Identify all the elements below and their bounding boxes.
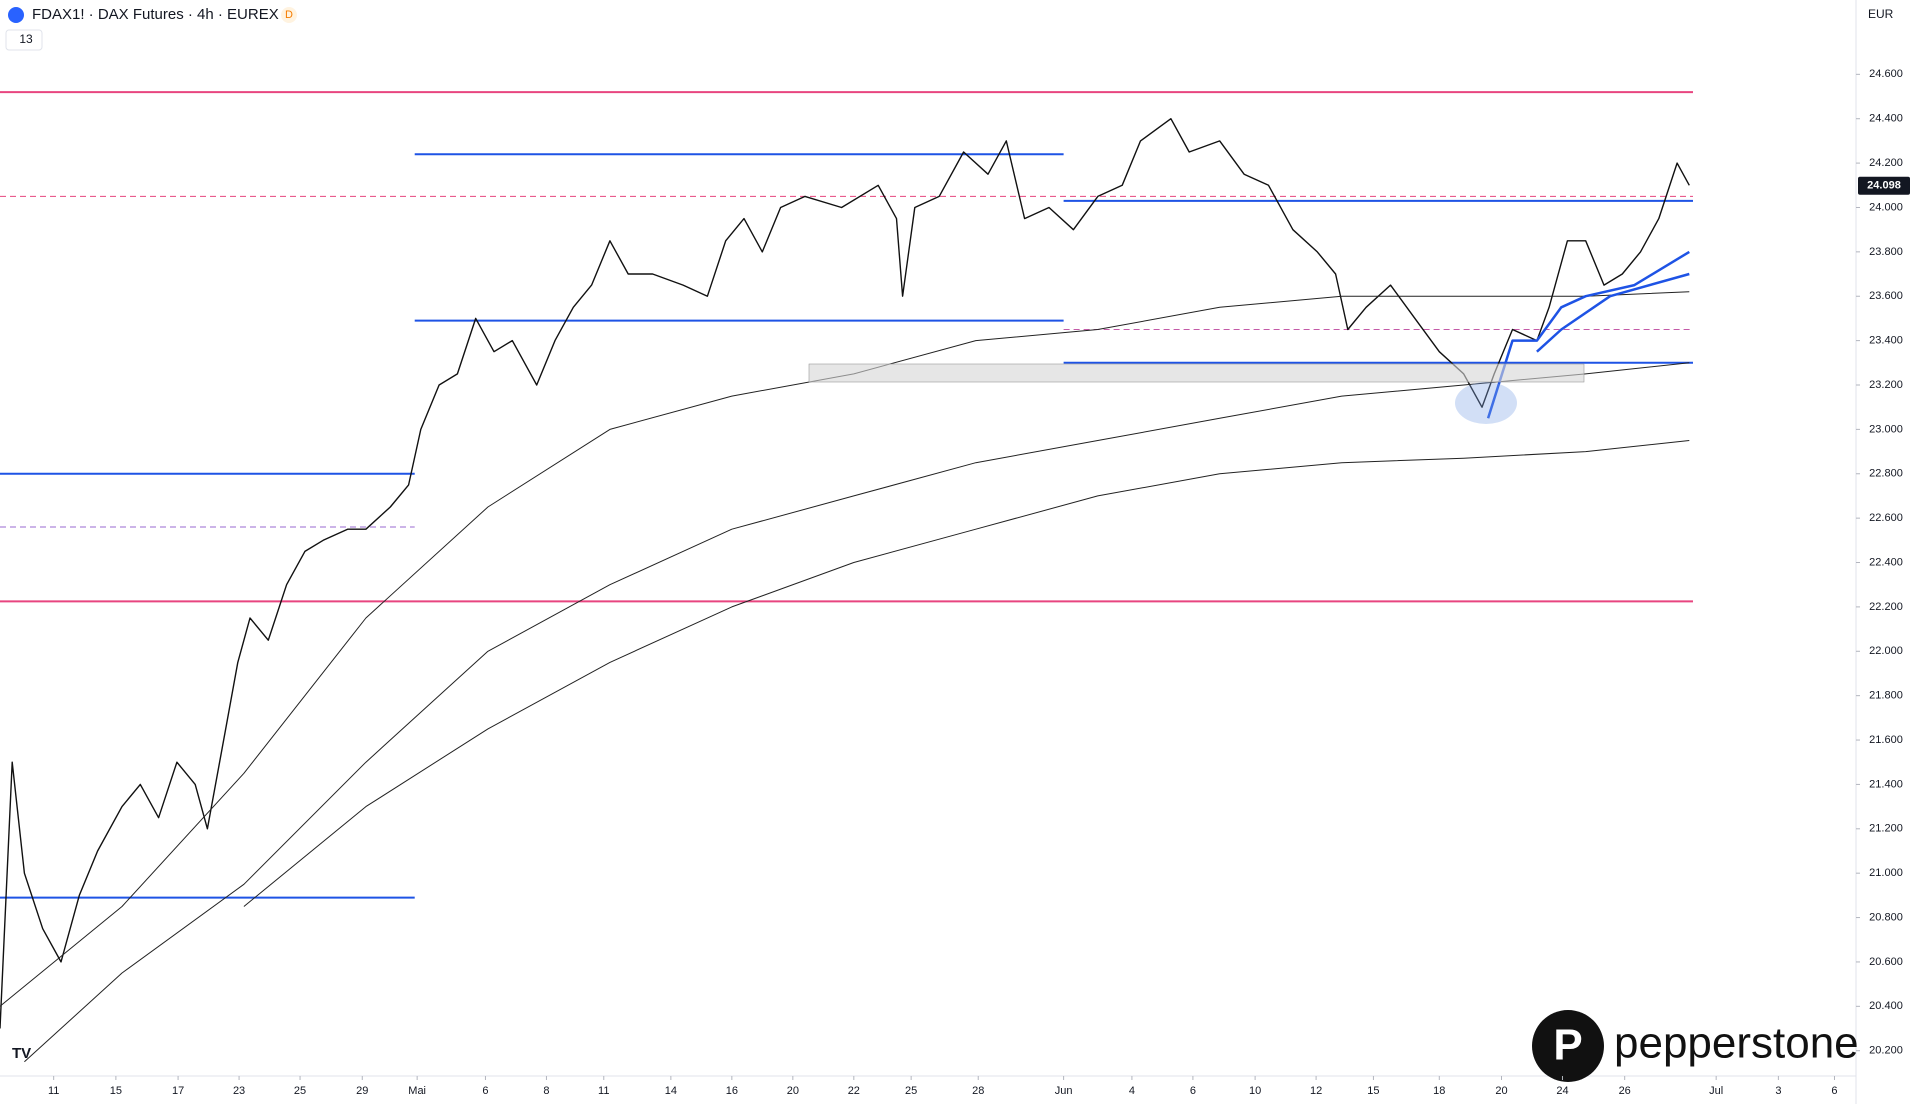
- x-tick-label: 12: [1310, 1085, 1322, 1097]
- y-tick-label: 21.800: [1869, 690, 1903, 702]
- x-tick-label: 6: [1831, 1085, 1837, 1097]
- y-tick-label: 20.600: [1869, 956, 1903, 968]
- x-tick-label: 20: [787, 1085, 799, 1097]
- y-tick-label: 24.200: [1869, 157, 1903, 169]
- y-tick-label: 23.400: [1869, 335, 1903, 347]
- x-tick-label: Jun: [1055, 1085, 1073, 1097]
- y-tick-label: 20.200: [1869, 1045, 1903, 1057]
- x-tick-label: Mai: [408, 1085, 426, 1097]
- y-tick-label: 23.000: [1869, 423, 1903, 435]
- x-tick-label: 15: [1367, 1085, 1379, 1097]
- y-tick-label: 22.200: [1869, 601, 1903, 613]
- x-tick-label: 16: [726, 1085, 738, 1097]
- x-tick-label: 4: [1129, 1085, 1135, 1097]
- badge: D: [285, 9, 293, 21]
- last-price-label: 24.098: [1867, 180, 1901, 192]
- badge-bg: [281, 7, 297, 23]
- x-tick-label: 18: [1433, 1085, 1445, 1097]
- chart-title: FDAX1! · DAX Futures · 4h · EUREX: [32, 6, 279, 23]
- series-line: [1536, 272, 1690, 353]
- x-tick-label: 25: [294, 1085, 306, 1097]
- brand-logo-mark: P: [1553, 1021, 1582, 1070]
- y-tick-label: 20.800: [1869, 911, 1903, 923]
- y-tick-label: 21.000: [1869, 867, 1903, 879]
- series-line: [1486, 250, 1690, 419]
- x-tick-label: 8: [543, 1085, 549, 1097]
- x-tick-label: 29: [356, 1085, 368, 1097]
- x-tick-label: 11: [48, 1085, 59, 1097]
- indicator-toggle[interactable]: [5, 29, 43, 51]
- y-tick-label: 23.800: [1869, 246, 1903, 258]
- y-tick-label: 22.400: [1869, 556, 1903, 568]
- last-price-tag: [1858, 176, 1910, 195]
- brand-logo: [1532, 1010, 1604, 1082]
- x-tick-label: 20: [1495, 1085, 1507, 1097]
- x-tick-label: Jul: [1709, 1085, 1723, 1097]
- x-tick-label: 6: [482, 1085, 488, 1097]
- y-tick-label: 21.400: [1869, 778, 1903, 790]
- symbol-icon: [8, 7, 24, 23]
- x-tick-label: 6: [1190, 1085, 1196, 1097]
- y-tick-label: 21.600: [1869, 734, 1903, 746]
- x-tick-label: 3: [1775, 1085, 1781, 1097]
- x-tick-label: 15: [110, 1085, 122, 1097]
- y-tick-label: 23.200: [1869, 379, 1903, 391]
- tv-logo: TV: [12, 1045, 31, 1062]
- y-tick-label: 24.000: [1869, 201, 1903, 213]
- y-tick-label: 21.200: [1869, 823, 1903, 835]
- y-tick-label: 24.400: [1869, 113, 1903, 125]
- support-zone: [808, 363, 1585, 383]
- highlight-ellipse: [1455, 382, 1517, 424]
- y-tick-label: 24.600: [1869, 68, 1903, 80]
- x-tick-label: 11: [598, 1085, 609, 1097]
- brand-name: pepperstone: [1614, 1019, 1859, 1068]
- x-tick-label: 14: [665, 1085, 677, 1097]
- y-tick-label: 22.000: [1869, 645, 1903, 657]
- series-line: [0, 118, 1690, 1029]
- x-tick-label: 28: [972, 1085, 984, 1097]
- y-tick-label: 22.800: [1869, 468, 1903, 480]
- y-tick-label: 22.600: [1869, 512, 1903, 524]
- y-tick-label: 20.400: [1869, 1000, 1903, 1012]
- x-tick-label: 26: [1619, 1085, 1631, 1097]
- x-tick-label: 24: [1556, 1085, 1568, 1097]
- x-tick-label: 10: [1249, 1085, 1261, 1097]
- indicator-count[interactable]: 13: [19, 32, 33, 46]
- x-tick-label: 17: [172, 1085, 184, 1097]
- x-tick-label: 22: [848, 1085, 860, 1097]
- x-tick-label: 25: [905, 1085, 917, 1097]
- x-tick-label: 23: [233, 1085, 245, 1097]
- currency[interactable]: EUR: [1868, 7, 1894, 21]
- series-line: [243, 440, 1690, 907]
- series-line: [24, 362, 1690, 1063]
- y-tick-label: 23.600: [1869, 290, 1903, 302]
